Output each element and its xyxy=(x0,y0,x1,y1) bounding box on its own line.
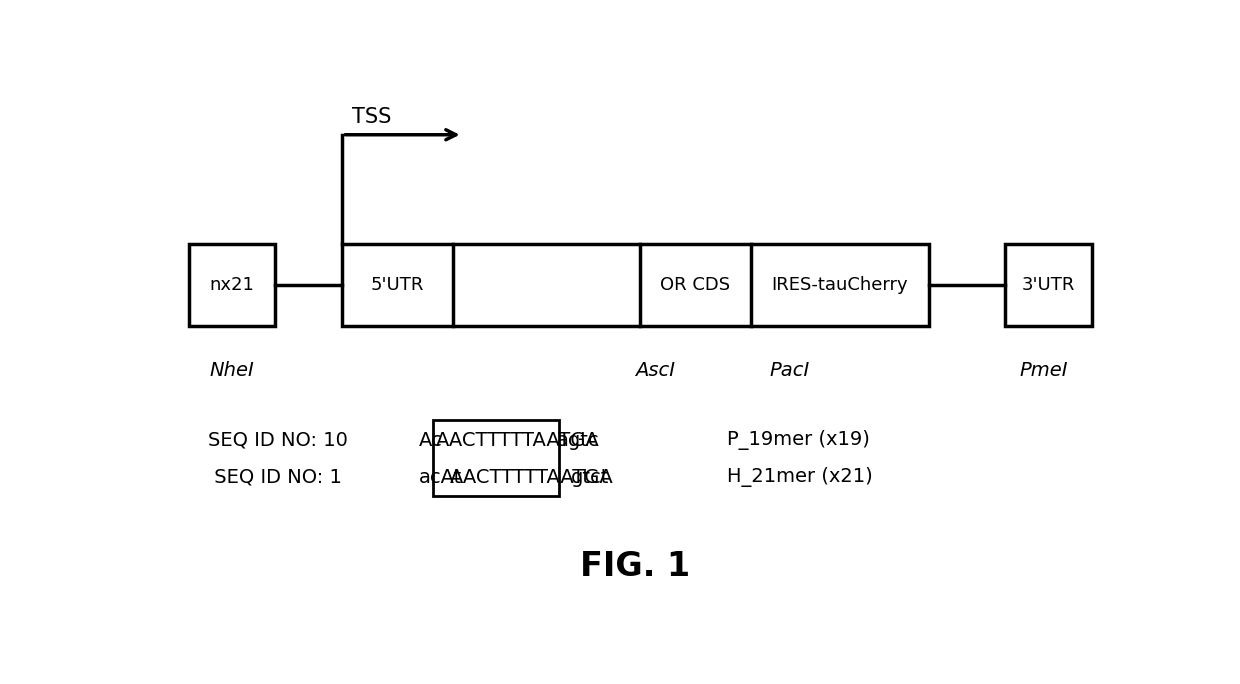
Text: TSS: TSS xyxy=(352,107,392,127)
Bar xyxy=(1006,244,1092,326)
Text: OR CDS: OR CDS xyxy=(661,276,730,294)
Text: AscI: AscI xyxy=(635,361,675,380)
Text: AACTTTTTAATGA: AACTTTTTAATGA xyxy=(435,431,599,449)
Bar xyxy=(342,244,929,326)
Text: H_21mer (x21): H_21mer (x21) xyxy=(727,467,873,487)
Text: PacI: PacI xyxy=(769,361,810,380)
Text: acAt: acAt xyxy=(419,468,463,486)
Text: P_19mer (x19): P_19mer (x19) xyxy=(727,430,869,450)
Text: 3'UTR: 3'UTR xyxy=(1022,276,1075,294)
Text: PmeI: PmeI xyxy=(1019,361,1068,380)
Text: IRES-tauCherry: IRES-tauCherry xyxy=(771,276,908,294)
Bar xyxy=(433,420,559,495)
Bar xyxy=(188,244,275,326)
Text: gtct: gtct xyxy=(570,468,609,486)
Text: FIG. 1: FIG. 1 xyxy=(580,550,691,583)
Text: AACTTTTTAATGA: AACTTTTTAATGA xyxy=(449,468,614,486)
Text: Ac: Ac xyxy=(419,431,443,449)
Text: SEQ ID NO: 10: SEQ ID NO: 10 xyxy=(208,431,347,449)
Text: SEQ ID NO: 1: SEQ ID NO: 1 xyxy=(208,468,342,486)
Text: 5'UTR: 5'UTR xyxy=(371,276,424,294)
Text: agtc: agtc xyxy=(557,431,599,449)
Text: nx21: nx21 xyxy=(210,276,254,294)
Text: NheI: NheI xyxy=(210,361,254,380)
